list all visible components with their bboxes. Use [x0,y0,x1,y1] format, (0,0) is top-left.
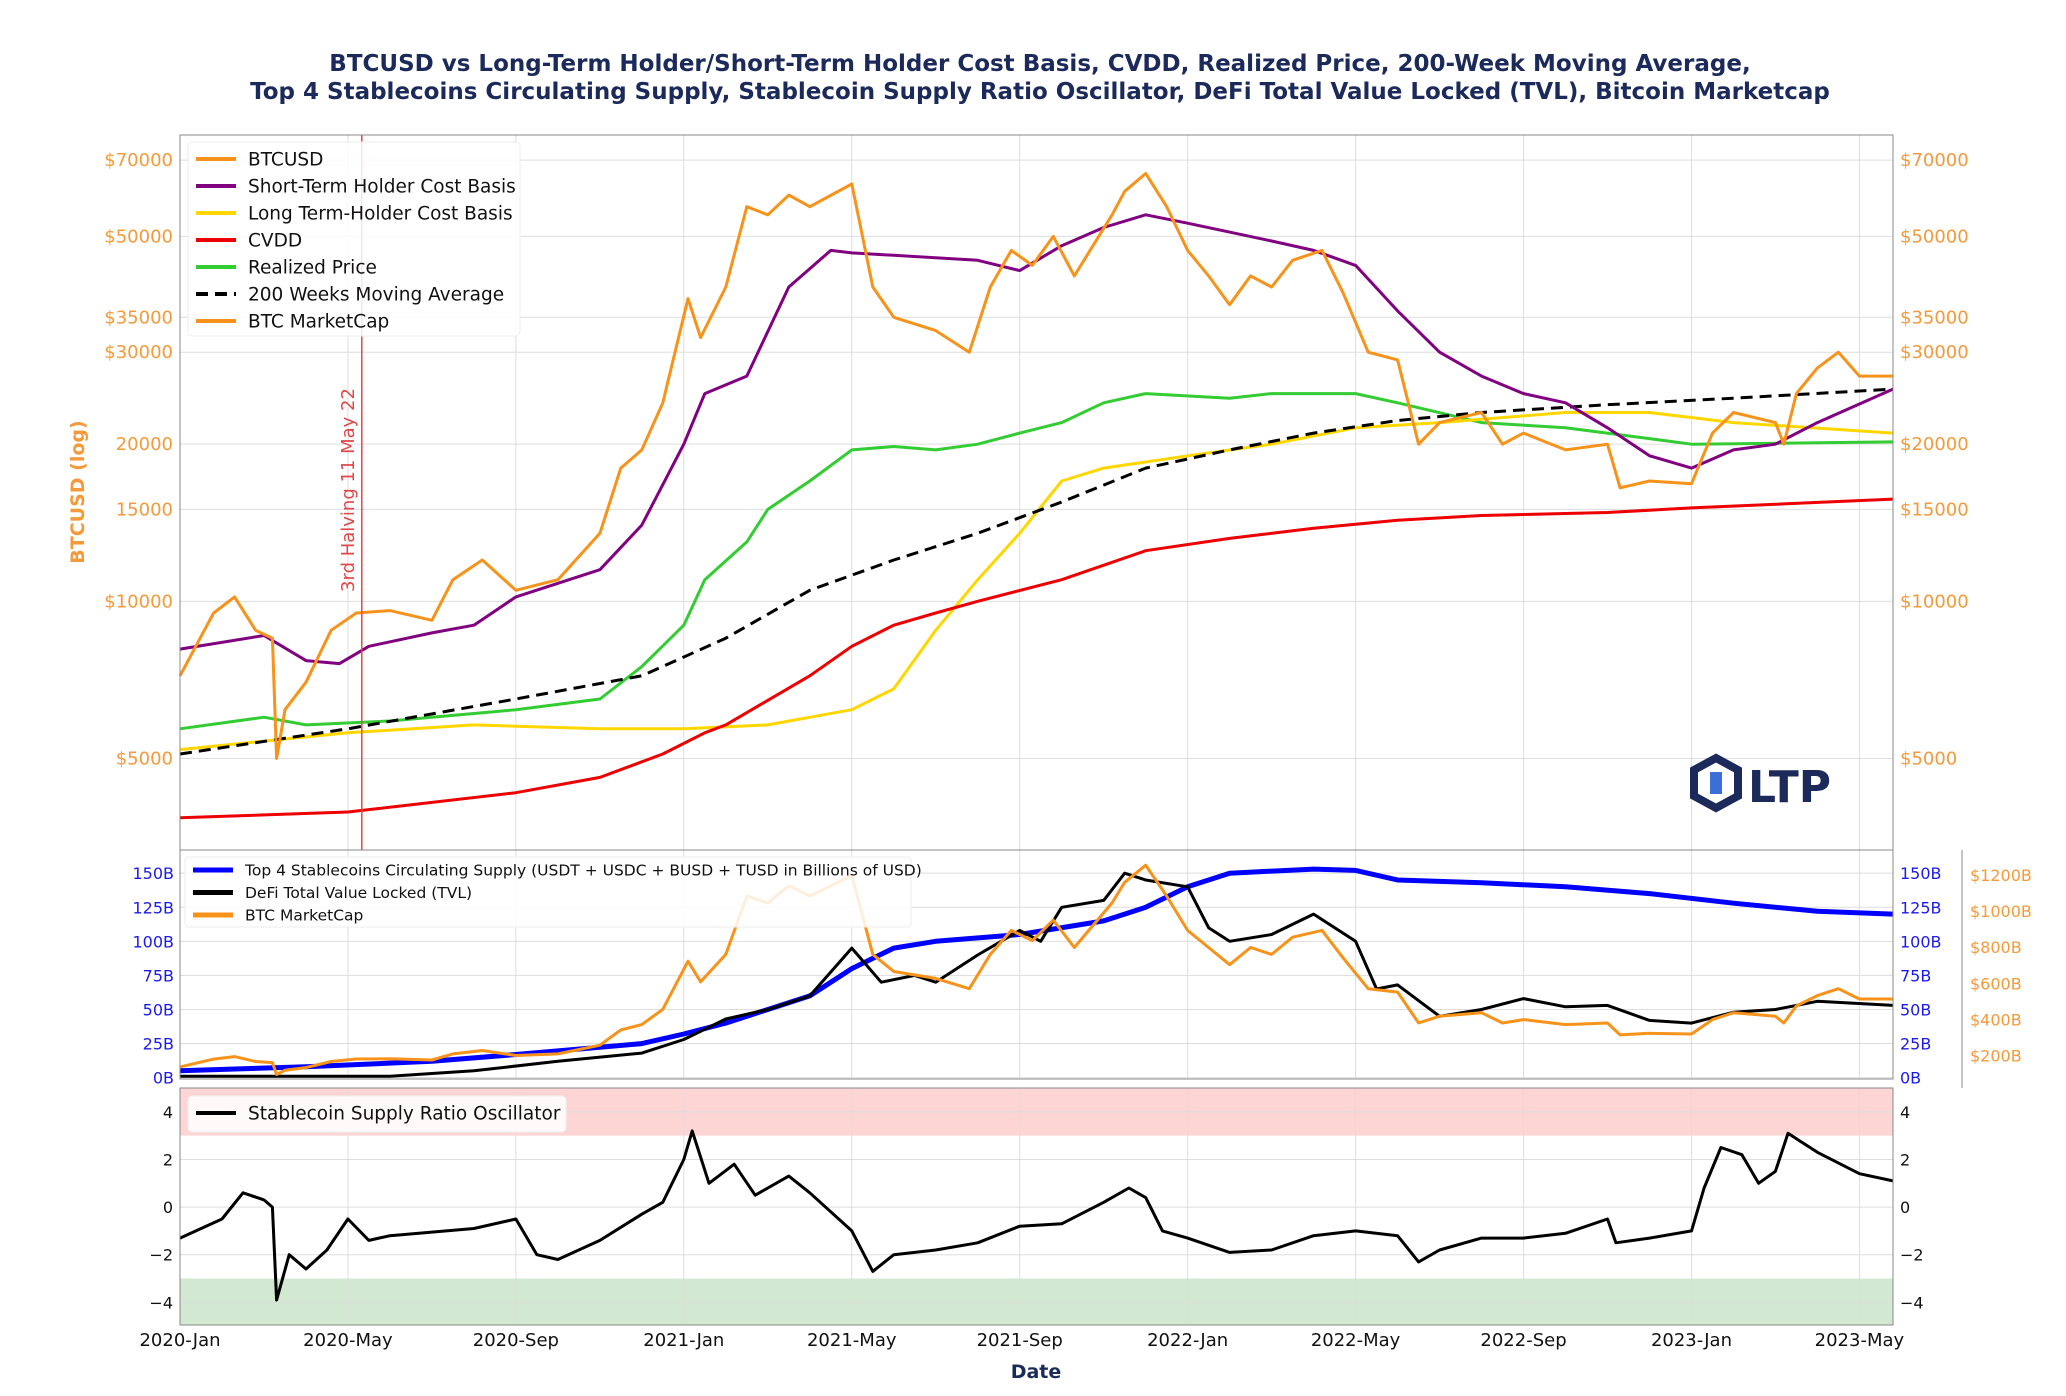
ssr-tick-label-right: 2 [1900,1150,1910,1169]
y-tick-label-left: $50000 [104,226,173,247]
stablecoin-tick-label-left: 0B [153,1069,174,1088]
marketcap-tick-label: $1200B [1970,866,2032,885]
y-tick-label-right: $10000 [1900,591,1969,612]
y-tick-label-left: $5000 [116,749,173,770]
y-tick-label-left: $30000 [104,342,173,363]
stablecoin-tick-label-right: 100B [1900,932,1942,951]
y-tick-label-left: $35000 [104,307,173,328]
ltp-logo: LTP [1690,753,1831,813]
cvdd-line [179,497,1894,820]
y-tick-label-right: $15000 [1900,499,1969,520]
ssr-tick-label-right: −2 [1900,1246,1924,1265]
stablecoin-tick-label-right: 75B [1900,966,1931,985]
legend-label: Top 4 Stablecoins Circulating Supply (US… [244,862,922,880]
x-tick-label: 2020-May [303,1330,393,1351]
legend-label: 200 Weeks Moving Average [248,285,504,306]
stablecoin-tick-label-left: 75B [143,966,174,985]
x-tick-label: 2021-Jan [643,1330,724,1351]
stablecoin-tick-label-right: 50B [1900,1000,1931,1019]
y-tick-label-right: $5000 [1900,749,1957,770]
defi-total-value-locked-tvl-line [180,871,1894,1078]
stablecoin-legend: Top 4 Stablecoins Circulating Supply (US… [184,856,922,928]
y-tick-label-right: $35000 [1900,307,1969,328]
legend-label: Realized Price [248,258,377,279]
ssr-tick-label-right: −4 [1900,1293,1924,1312]
x-tick-label: 2020-Sep [473,1330,559,1351]
stablecoin-tick-label-left: 100B [132,932,174,951]
ssr-tick-label-left: −2 [149,1246,173,1265]
stablecoin-tick-label-left: 50B [143,1000,174,1019]
short-term-holder-cost-basis-line [179,213,1894,666]
legend-label: BTCUSD [248,150,323,171]
ltp-logo-icon [1690,753,1742,813]
y-tick-label-left: $70000 [104,150,173,171]
legend-label: BTC MarketCap [245,907,363,925]
stablecoin-tick-label-right: 0B [1900,1069,1921,1088]
x-axis-label: Date [1011,1361,1062,1383]
ltp-logo-text: LTP [1748,762,1831,813]
y-tick-label-left: 20000 [116,434,173,455]
x-tick-label: 2023-May [1815,1330,1905,1351]
stablecoin-tick-label-right: 125B [1900,898,1942,917]
stablecoin-tick-label-right: 150B [1900,864,1942,883]
x-tick-label: 2023-Jan [1651,1330,1732,1351]
legend-label: Short-Term Holder Cost Basis [248,177,516,198]
y-tick-label-left: $10000 [104,591,173,612]
chart-title-line2: Top 4 Stablecoins Circulating Supply, St… [250,79,1830,105]
y-tick-label-right: $20000 [1900,434,1969,455]
ssr-tick-label-left: 4 [163,1103,173,1122]
ssr-tick-label-right: 0 [1900,1198,1910,1217]
oversold-band [180,1278,1893,1325]
top-4-stablecoins-circulating-supply-usd-line [179,866,1894,1074]
y-tick-label-right: $50000 [1900,226,1969,247]
legend-label: Long Term-Holder Cost Basis [248,204,513,225]
x-tick-label: 2021-May [807,1330,897,1351]
ssr-legend: Stablecoin Supply Ratio Oscillator [187,1095,567,1133]
long-term-holder-cost-basis-line [179,411,1894,752]
ssr-tick-label-left: −4 [149,1293,173,1312]
ssr-tick-label-left: 2 [163,1150,173,1169]
ssr-panel-frame [179,1087,1894,1326]
y-axis-label: BTCUSD (log) [67,420,89,563]
legend-label: BTC MarketCap [248,312,389,333]
btc-marketcap-line [179,863,1893,1076]
200-weeks-moving-average-line [179,387,1894,756]
price-legend: BTCUSD Short-Term Holder Cost Basis Long T… [187,141,521,337]
marketcap-tick-label: $1000B [1970,902,2032,921]
y-tick-label-right: $70000 [1900,150,1969,171]
marketcap-tick-label: $800B [1970,938,2022,957]
legend-label: CVDD [248,231,302,252]
stablecoin-tick-label-left: 150B [132,864,174,883]
x-tick-label: 2021-Sep [977,1330,1063,1351]
marketcap-tick-label: $600B [1970,974,2022,993]
marketcap-tick-label: $200B [1970,1047,2022,1066]
halving-annotation-label: 3rd Halving 11 May 22 [338,388,359,592]
stablecoin-tick-label-left: 25B [143,1035,174,1054]
stablecoin-tick-label-left: 125B [132,898,174,917]
x-tick-label: 2020-Jan [139,1330,220,1351]
x-tick-label: 2022-Sep [1480,1330,1566,1351]
realized-price-line [179,392,1894,731]
legend-label: DeFi Total Value Locked (TVL) [245,884,472,902]
ssr-oscillator-line [179,1129,1894,1302]
stablecoin-panel-frame [179,849,1894,1080]
marketcap-tick-label: $400B [1970,1010,2022,1029]
ltp-logo-icon-accent [1710,772,1722,794]
x-tick-label: 2022-May [1311,1330,1401,1351]
btcusd-line [178,172,1893,760]
chart-title-line1: BTCUSD vs Long-Term Holder/Short-Term Ho… [329,51,1750,77]
legend-label: Stablecoin Supply Ratio Oscillator [248,1104,561,1125]
stablecoin-tick-label-right: 25B [1900,1035,1931,1054]
y-tick-label-right: $30000 [1900,342,1969,363]
x-tick-label: 2022-Jan [1147,1330,1228,1351]
ssr-tick-label-left: 0 [163,1198,173,1217]
y-tick-label-left: 15000 [116,499,173,520]
ssr-tick-label-right: 4 [1900,1103,1910,1122]
